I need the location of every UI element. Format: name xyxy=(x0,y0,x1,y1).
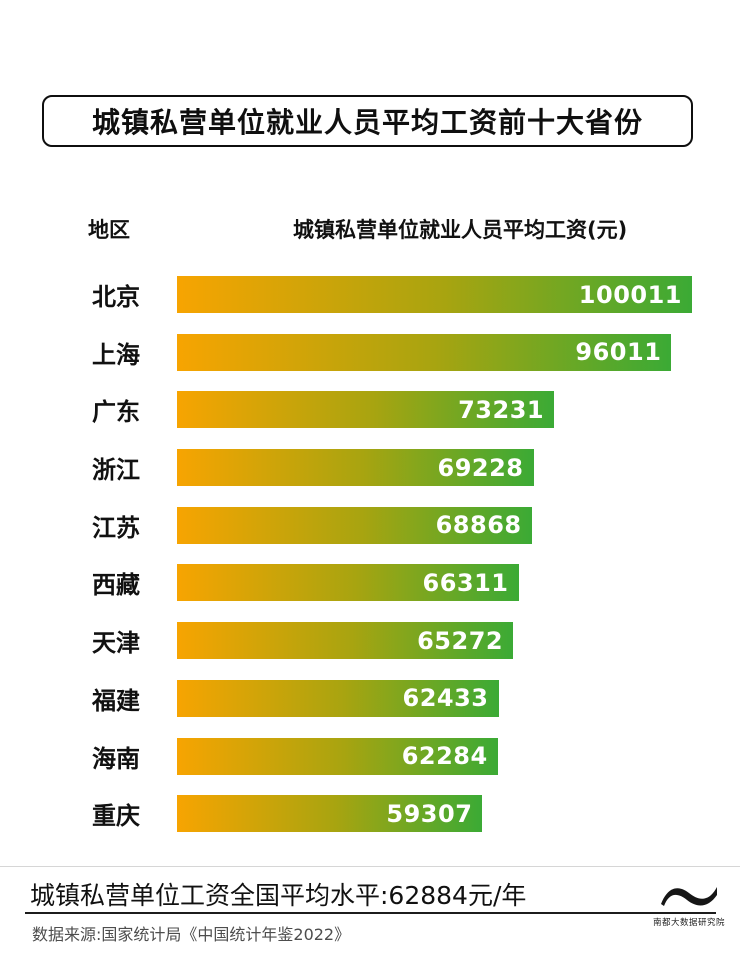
divider-line-dark xyxy=(25,912,716,914)
wage-bar: 68868 xyxy=(177,506,532,544)
data-source-note: 数据来源:国家统计局《中国统计年鉴2022》 xyxy=(32,925,351,944)
bar-row: 广东 73231 xyxy=(0,391,740,429)
bar-row: 北京 100011 xyxy=(0,276,740,313)
province-label: 天津 xyxy=(92,629,140,658)
wage-bar: 62433 xyxy=(177,679,499,717)
wage-bar: 65272 xyxy=(177,622,514,660)
wage-bar: 59307 xyxy=(177,795,483,833)
province-label: 浙江 xyxy=(92,456,140,485)
province-label: 海南 xyxy=(92,744,140,773)
bar-row: 西藏 66311 xyxy=(0,564,740,602)
bar-value-label: 68868 xyxy=(435,511,522,540)
wage-bar: 73231 xyxy=(177,391,555,429)
bar-row: 江苏 68868 xyxy=(0,506,740,544)
publisher-logo: 南都大数据研究院 xyxy=(645,878,733,928)
wage-bar: 96011 xyxy=(177,333,672,371)
bar-value-label: 69228 xyxy=(437,453,524,482)
province-label: 江苏 xyxy=(92,513,140,542)
bar-value-label: 96011 xyxy=(575,338,662,367)
wave-logo-icon xyxy=(661,887,717,906)
national-average-note: 城镇私营单位工资全国平均水平:62884元/年 xyxy=(30,881,527,910)
bar-value-label: 59307 xyxy=(386,799,473,828)
page-title: 城镇私营单位就业人员平均工资前十大省份 xyxy=(91,106,643,139)
province-label: 上海 xyxy=(92,340,140,369)
bar-value-label: 66311 xyxy=(422,568,509,597)
bar-chart: 北京 100011 上海 96011 广东 73231 浙江 69228 江苏 68868 西藏 66… xyxy=(0,276,740,853)
bar-row: 天津 65272 xyxy=(0,622,740,660)
bar-row: 上海 96011 xyxy=(0,333,740,371)
column-header-region: 地区 xyxy=(88,218,130,242)
province-label: 西藏 xyxy=(92,571,140,600)
wage-bar: 62284 xyxy=(177,737,498,775)
title-box: 城镇私营单位就业人员平均工资前十大省份 xyxy=(42,95,693,147)
bar-value-label: 62284 xyxy=(401,742,488,770)
province-label: 重庆 xyxy=(92,802,140,831)
column-header-wage: 城镇私营单位就业人员平均工资(元) xyxy=(293,218,628,242)
bar-row: 海南 62284 xyxy=(0,737,740,775)
bar-value-label: 62433 xyxy=(402,684,489,713)
province-label: 北京 xyxy=(92,283,140,311)
bar-row: 福建 62433 xyxy=(0,679,740,717)
wage-bar: 66311 xyxy=(177,564,519,602)
bar-value-label: 65272 xyxy=(417,626,504,655)
publisher-logo-text: 南都大数据研究院 xyxy=(652,918,725,928)
divider-line-light xyxy=(0,866,740,867)
wage-bar: 69228 xyxy=(177,449,534,487)
bar-row: 重庆 59307 xyxy=(0,795,740,833)
wage-bar: 100011 xyxy=(177,276,692,313)
bar-value-label: 73231 xyxy=(458,395,545,424)
bar-row: 浙江 69228 xyxy=(0,449,740,487)
bar-value-label: 100011 xyxy=(578,280,682,309)
province-label: 福建 xyxy=(92,686,140,715)
province-label: 广东 xyxy=(92,398,140,427)
